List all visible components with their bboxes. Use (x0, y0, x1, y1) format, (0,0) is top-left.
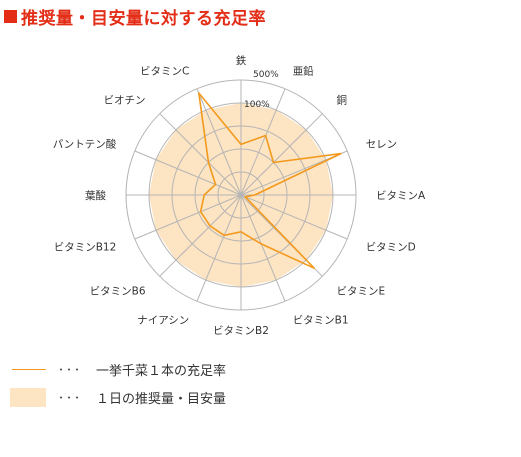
axis-spoke (134, 194, 242, 240)
chart-title: 推奨量・目安量に対する充足率 (2, 3, 266, 29)
title-square-icon (4, 9, 17, 23)
axis-label: パントテン酸 (53, 137, 117, 150)
axis-spoke (240, 113, 323, 196)
scale-label-500: 500% (253, 70, 279, 80)
axis-spoke (159, 194, 242, 277)
axis-label: ビオチン (104, 95, 146, 107)
legend-area-swatch (10, 387, 46, 407)
legend-item-line: ･･･ 一挙千菜１本の充足率 (10, 357, 330, 381)
axis-spoke (196, 88, 242, 196)
legend-line-swatch (12, 368, 46, 370)
scale-label-100: 100% (244, 100, 270, 110)
axis-label: ビタミンA (376, 190, 426, 202)
axis-spoke (240, 194, 286, 302)
legend-item-area: ･･･ １日の推奨量・目安量 (10, 385, 330, 409)
axis-spoke (196, 194, 242, 302)
axis-label: ナイアシン (137, 315, 189, 327)
legend-dots: ･･･ (58, 362, 83, 377)
legend-area-label: １日の推奨量・目安量 (96, 391, 227, 407)
axis-label: ビタミンD (366, 242, 416, 254)
title-text: 推奨量・目安量に対する充足率 (21, 8, 266, 29)
axis-label: ビタミンB12 (54, 242, 117, 254)
axis-label: 鉄 (236, 54, 247, 67)
axis-spoke (159, 113, 242, 196)
axis-spoke (240, 194, 348, 240)
axis-label: ビタミンC (140, 65, 189, 77)
axis-label: ビタミンB1 (293, 315, 349, 327)
axis-label: セレン (366, 138, 398, 150)
axis-spoke (134, 150, 242, 196)
legend-dots: ･･･ (58, 390, 83, 405)
series-line (198, 92, 342, 270)
axis-label: ビタミンB2 (213, 325, 269, 337)
axis-label: ビタミンE (337, 286, 386, 298)
axis-label: 銅 (337, 94, 348, 107)
axis-label: ビタミンB6 (90, 286, 146, 298)
axis-label: 葉酸 (85, 189, 106, 202)
legend-line-label: 一挙千菜１本の充足率 (96, 363, 227, 379)
axis-spoke (240, 88, 286, 196)
axis-label: 亜鉛 (293, 64, 314, 77)
